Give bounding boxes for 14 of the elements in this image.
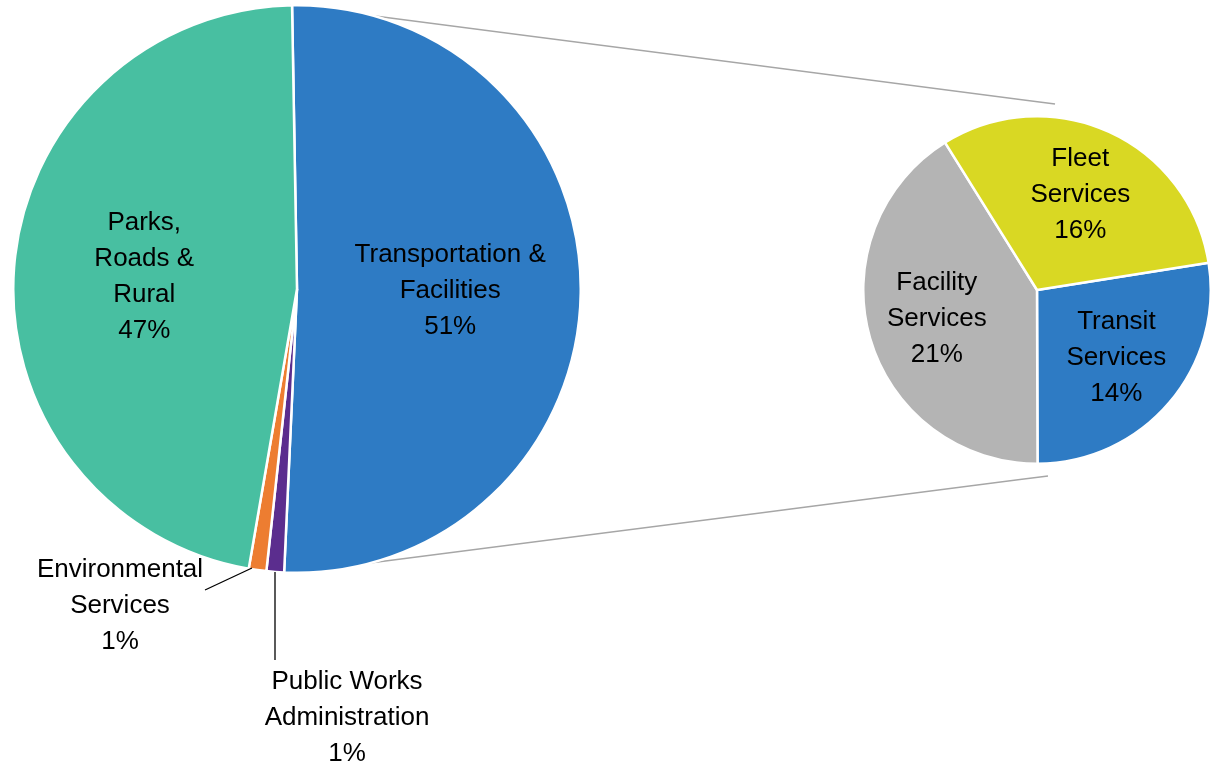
data-label: 51% <box>424 310 477 341</box>
data-label: 1% <box>328 737 366 767</box>
data-label: 21% <box>910 338 963 369</box>
slice-label: Fleet Services <box>1030 142 1131 209</box>
slice-label: Facility Services <box>886 266 987 333</box>
slice-label: Transit Services <box>1066 304 1167 371</box>
data-label: 1% <box>101 625 139 656</box>
slice-label: Transportation & Facilities <box>354 238 546 305</box>
data-label: 14% <box>1090 376 1143 407</box>
data-label: 16% <box>1054 214 1107 245</box>
slice-label: Parks, Roads & Rural <box>94 206 195 309</box>
data-label: 47% <box>118 314 171 345</box>
slice-label: Public Works Administration <box>264 665 430 732</box>
slice-label: Environmental Services <box>36 553 204 620</box>
